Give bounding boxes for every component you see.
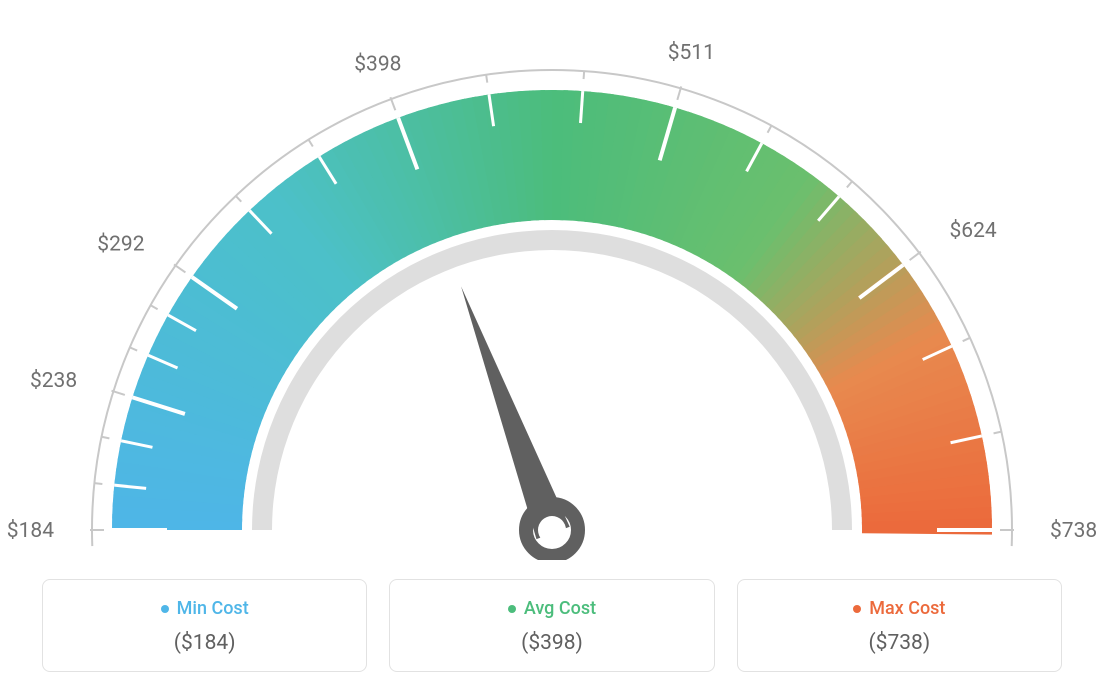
avg-cost-value: ($398) [400,631,703,655]
avg-cost-header: Avg Cost [400,598,703,619]
gauge-chart: $184 $238 $292 $398 $511 $624 $738 [0,0,1104,560]
svg-text:$292: $292 [97,233,144,257]
svg-text:$624: $624 [950,219,997,243]
min-dot-icon [161,605,169,613]
svg-text:$398: $398 [354,52,401,76]
svg-text:$184: $184 [7,519,54,543]
max-cost-value: ($738) [748,631,1051,655]
min-cost-value: ($184) [53,631,356,655]
avg-cost-label: Avg Cost [524,598,596,619]
cost-cards: Min Cost ($184) Avg Cost ($398) Max Cost… [0,579,1104,672]
min-cost-header: Min Cost [53,598,356,619]
avg-dot-icon [508,605,516,613]
svg-text:$238: $238 [30,369,77,393]
svg-text:$511: $511 [668,41,715,65]
max-cost-header: Max Cost [748,598,1051,619]
max-cost-label: Max Cost [869,598,945,619]
min-cost-card: Min Cost ($184) [42,579,367,672]
max-cost-card: Max Cost ($738) [737,579,1062,672]
gauge-svg: $184 $238 $292 $398 $511 $624 $738 [0,0,1104,560]
max-dot-icon [853,605,861,613]
min-cost-label: Min Cost [177,598,249,619]
avg-cost-card: Avg Cost ($398) [389,579,714,672]
svg-text:$738: $738 [1050,519,1097,543]
